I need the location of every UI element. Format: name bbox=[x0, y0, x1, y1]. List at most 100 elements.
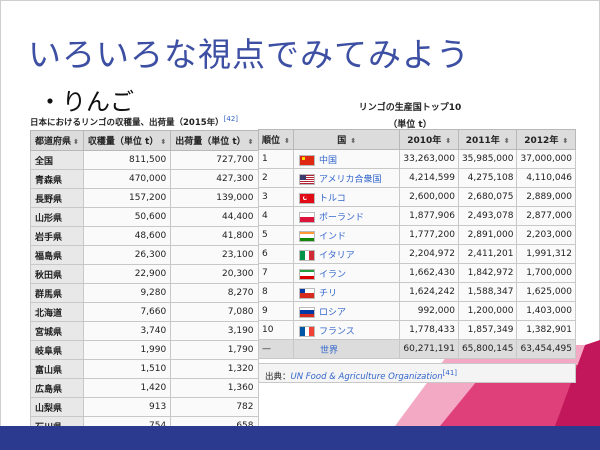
table-row: 群馬県 9,280 8,270 bbox=[30, 283, 259, 303]
production-2011-cell: 2,493,078 bbox=[457, 206, 518, 226]
country-cell: イラン bbox=[292, 263, 401, 283]
production-2012-cell: 1,700,000 bbox=[516, 263, 576, 283]
country-link[interactable]: アメリカ合衆国 bbox=[318, 174, 382, 185]
poland-flag-icon[interactable] bbox=[298, 211, 315, 223]
harvest-cell: 1,510 bbox=[82, 359, 172, 379]
country-link[interactable]: インド bbox=[318, 231, 346, 242]
rank-cell: 8 bbox=[258, 282, 294, 302]
country-link[interactable]: チリ bbox=[318, 288, 337, 299]
sort-arrows-icon[interactable]: ⬍ bbox=[445, 137, 452, 145]
sort-arrows-icon[interactable]: ⬍ bbox=[73, 138, 79, 146]
harvest-cell: 1,420 bbox=[82, 378, 172, 398]
harvest-cell: 22,900 bbox=[82, 264, 172, 284]
sort-arrows-icon[interactable]: ⬍ bbox=[247, 138, 254, 146]
china-flag-icon[interactable] bbox=[298, 154, 315, 166]
harvest-cell: 3,740 bbox=[82, 321, 172, 341]
harvest-cell: 157,200 bbox=[82, 188, 172, 208]
world-table-header-row: 順位 ⬍ 国 ⬍ 2010年 ⬍ 2011年 ⬍ 2012年 ⬍ bbox=[258, 129, 576, 150]
production-2010-cell: 992,000 bbox=[399, 301, 459, 321]
col-header-2012[interactable]: 2012年 ⬍ bbox=[516, 129, 576, 150]
shipment-cell: 44,400 bbox=[170, 207, 259, 227]
production-2012-cell: 2,203,000 bbox=[516, 225, 576, 245]
production-2012-cell: 1,991,312 bbox=[516, 244, 576, 264]
sort-arrows-icon[interactable]: ⬍ bbox=[350, 137, 357, 145]
table-row: 山梨県 913 782 bbox=[30, 397, 259, 417]
usa-flag-icon[interactable] bbox=[298, 173, 315, 185]
col-header-2010[interactable]: 2010年 ⬍ bbox=[399, 129, 459, 150]
sort-arrows-icon[interactable]: ⬍ bbox=[562, 137, 569, 145]
col-header-country[interactable]: 国 ⬍ bbox=[292, 129, 401, 150]
chile-flag-icon[interactable] bbox=[298, 287, 315, 299]
production-2011-cell: 4,275,108 bbox=[457, 168, 518, 188]
production-2012-cell: 1,382,901 bbox=[516, 320, 576, 340]
sort-arrows-icon[interactable]: ⬍ bbox=[503, 137, 510, 145]
production-2012-cell: 1,403,000 bbox=[516, 301, 576, 321]
table-row: 広島県 1,420 1,360 bbox=[30, 378, 259, 398]
col-header-prefecture[interactable]: 都道府県 ⬍ bbox=[30, 130, 84, 151]
country-cell: 中国 bbox=[292, 149, 401, 169]
table-row: 秋田県 22,900 20,300 bbox=[30, 264, 259, 284]
country-link[interactable]: 世界 bbox=[319, 345, 338, 356]
source-link[interactable]: UN Food & Agriculture Organization bbox=[290, 371, 443, 382]
table-row: 6 イタリア 2,204,972 2,411,201 1,991,312 bbox=[258, 244, 576, 264]
iran-flag-icon[interactable] bbox=[298, 268, 315, 280]
shipment-cell: 139,000 bbox=[170, 188, 259, 208]
harvest-cell: 470,000 bbox=[82, 169, 172, 189]
table-row: 富山県 1,510 1,320 bbox=[30, 359, 259, 379]
col-header-rank[interactable]: 順位 ⬍ bbox=[258, 129, 294, 150]
production-2010-cell: 1,877,906 bbox=[399, 206, 459, 226]
sort-arrows-icon[interactable]: ⬍ bbox=[160, 138, 167, 146]
russia-flag-icon[interactable] bbox=[298, 306, 315, 318]
production-2010-cell: 33,263,000 bbox=[399, 149, 459, 169]
world-total-row: — 世界 60,271,191 65,800,145 63,454,495 bbox=[258, 339, 576, 359]
source-prefix: 出典： bbox=[265, 371, 291, 382]
country-link[interactable]: トルコ bbox=[318, 193, 346, 204]
table-row: 3 トルコ 2,600,000 2,680,075 2,889,000 bbox=[258, 187, 576, 207]
production-2011-cell: 1,842,972 bbox=[457, 263, 518, 283]
production-2010-cell: 1,777,200 bbox=[399, 225, 459, 245]
country-link[interactable]: ポーランド bbox=[318, 212, 364, 223]
table-row: 10 フランス 1,778,433 1,857,349 1,382,901 bbox=[258, 320, 576, 340]
japan-apple-table: 都道府県 ⬍ 収穫量（単位 t） ⬍ 出荷量（単位 t） ⬍ 全国 811,500 727… bbox=[30, 130, 259, 436]
country-link[interactable]: イタリア bbox=[318, 250, 355, 261]
table-row: 福島県 26,300 23,100 bbox=[30, 245, 259, 265]
production-2012-cell: 4,110,046 bbox=[516, 168, 576, 188]
production-2011-cell: 2,680,075 bbox=[457, 187, 518, 207]
prefecture-cell: 宮城県 bbox=[30, 321, 84, 341]
source-ref[interactable]: [41] bbox=[442, 369, 458, 377]
rank-cell: 7 bbox=[258, 263, 294, 283]
table-row: 宮城県 3,740 3,190 bbox=[30, 321, 259, 341]
sort-arrows-icon[interactable]: ⬍ bbox=[284, 137, 290, 145]
india-flag-icon[interactable] bbox=[298, 230, 315, 242]
shipment-cell: 7,080 bbox=[170, 302, 259, 322]
prefecture-cell: 長野県 bbox=[30, 188, 84, 208]
prefecture-cell: 群馬県 bbox=[30, 283, 84, 303]
table-row: 1 中国 33,263,000 35,985,000 37,000,000 bbox=[258, 149, 576, 169]
country-link[interactable]: イラン bbox=[318, 269, 346, 280]
italy-flag-icon[interactable] bbox=[298, 249, 315, 261]
production-2011-cell: 2,891,000 bbox=[457, 225, 518, 245]
col-header-2011[interactable]: 2011年 ⬍ bbox=[457, 129, 518, 150]
production-2010-cell: 1,662,430 bbox=[399, 263, 459, 283]
world-table-body: 1 中国 33,263,000 35,985,000 37,000,000 2 アメリカ合衆… bbox=[258, 149, 576, 359]
harvest-cell: 50,600 bbox=[82, 207, 172, 227]
country-link[interactable]: ロシア bbox=[318, 307, 346, 318]
turkey-flag-icon[interactable] bbox=[298, 192, 315, 204]
harvest-cell: 48,600 bbox=[82, 226, 172, 246]
production-2010-cell: 2,204,972 bbox=[399, 244, 459, 264]
world-table-title: リンゴの生産国トップ10 bbox=[358, 103, 462, 113]
production-2012-cell: 2,877,000 bbox=[516, 206, 576, 226]
col-header-harvest[interactable]: 収穫量（単位 t） ⬍ bbox=[82, 130, 172, 151]
world-table-caption: リンゴの生産国トップ10 （単位 t） bbox=[330, 100, 490, 134]
prefecture-cell: 岩手県 bbox=[30, 226, 84, 246]
japan-table-caption-ref[interactable]: [42] bbox=[223, 115, 239, 123]
country-link[interactable]: フランス bbox=[318, 326, 355, 337]
source-note: 出典：UN Food & Agriculture Organization[41… bbox=[258, 363, 576, 383]
country-link[interactable]: 中国 bbox=[318, 155, 337, 166]
france-flag-icon[interactable] bbox=[298, 325, 315, 337]
prefecture-cell: 全国 bbox=[30, 150, 84, 170]
col-header-shipment[interactable]: 出荷量（単位 t） ⬍ bbox=[170, 130, 259, 151]
shipment-cell: 727,700 bbox=[170, 150, 259, 170]
shipment-cell: 1,790 bbox=[170, 340, 259, 360]
japan-table-caption: 日本におけるリンゴの収穫量、出荷量（2015年）[42] bbox=[30, 115, 238, 128]
